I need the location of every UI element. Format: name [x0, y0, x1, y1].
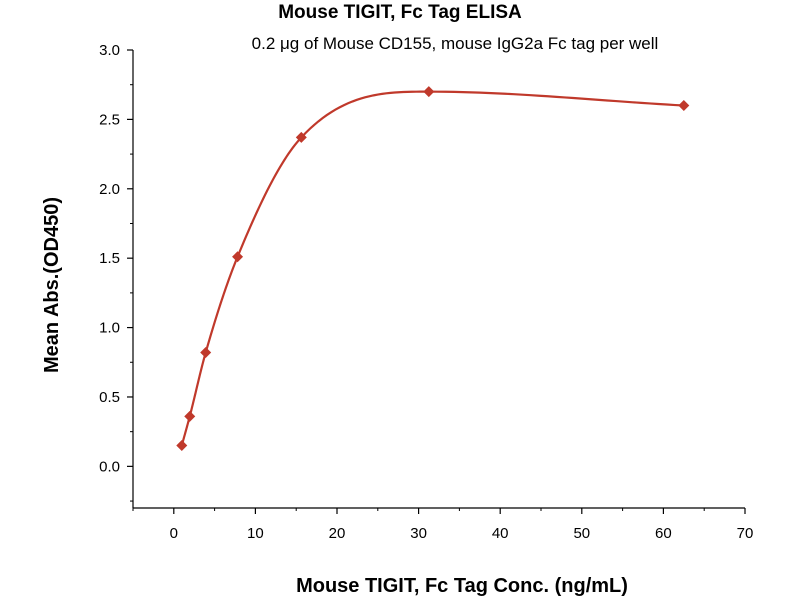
- x-tick-label: 20: [329, 525, 346, 542]
- y-tick-label: 0.5: [99, 389, 120, 406]
- x-tick-label: 0: [170, 525, 178, 542]
- data-points: [176, 86, 690, 452]
- axes: [132, 50, 745, 509]
- data-point: [295, 131, 307, 143]
- y-axis-title: Mean Abs.(OD450): [41, 197, 63, 373]
- y-tick-label: 2.5: [99, 111, 120, 128]
- data-point: [184, 410, 196, 422]
- x-tick-label: 10: [247, 525, 264, 542]
- ticks: 0.0 0.5 1.0 1.5 2.0 2.5 3.0 0 10 20 30 40 50 60 70: [99, 42, 753, 542]
- y-tick-label: 1.5: [99, 250, 120, 267]
- data-point: [678, 100, 690, 112]
- y-tick-label: 1.0: [99, 320, 120, 337]
- x-tick-label: 70: [737, 525, 754, 542]
- x-tick-label: 30: [410, 525, 427, 542]
- x-axis-title: Mouse TIGIT, Fc Tag Conc. (ng/mL): [296, 575, 628, 597]
- y-tick-label: 3.0: [99, 42, 120, 59]
- y-tick-label: 2.0: [99, 181, 120, 198]
- data-point: [200, 347, 212, 359]
- data-point: [423, 86, 435, 98]
- x-tick-label: 50: [573, 525, 590, 542]
- data-point: [176, 440, 188, 452]
- chart-subtitle: 0.2 μg of Mouse CD155, mouse IgG2a Fc ta…: [251, 34, 659, 53]
- chart-title: Mouse TIGIT, Fc Tag ELISA: [278, 2, 522, 23]
- x-tick-label: 40: [492, 525, 509, 542]
- x-tick-label: 60: [655, 525, 672, 542]
- data-point: [232, 251, 244, 263]
- fit-curve: [180, 90, 684, 446]
- y-tick-label: 0.0: [99, 458, 120, 475]
